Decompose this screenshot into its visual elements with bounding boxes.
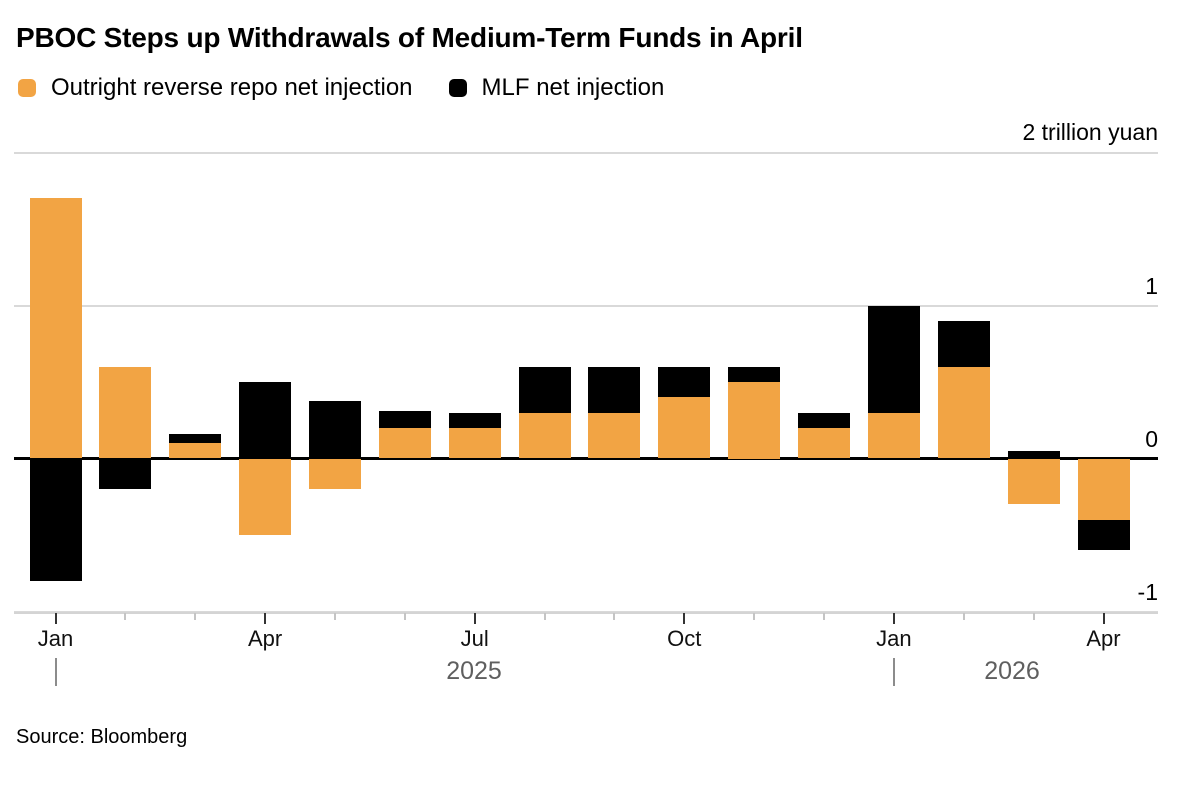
x-tick-major [683, 613, 686, 624]
x-axis-month-label: Apr [1086, 626, 1121, 651]
x-tick-major [264, 613, 267, 624]
x-tick-major [473, 613, 476, 624]
legend-label: Outright reverse repo net injection [51, 74, 413, 101]
bar-segment [518, 366, 571, 413]
bar-segment [588, 366, 641, 413]
x-axis-year-label: 2025 [446, 657, 502, 685]
x-tick-minor [1032, 613, 1035, 620]
x-tick-minor [124, 613, 127, 620]
x-tick-minor [753, 613, 756, 620]
bar-segment [99, 366, 152, 459]
bar-segment [937, 320, 990, 367]
x-tick-minor [962, 613, 965, 620]
x-axis-month-label: Jan [37, 626, 74, 651]
x-tick-major [1102, 613, 1105, 624]
bar-segment [1077, 458, 1130, 520]
x-axis-month-label: Apr [247, 626, 283, 651]
bar-segment [937, 366, 990, 459]
y-tick-label: 0 [1145, 425, 1158, 452]
year-separator [892, 658, 895, 686]
x-tick-major [54, 613, 57, 624]
bar-segment [448, 427, 501, 459]
bar-segment [728, 382, 781, 459]
bar-segment [867, 412, 920, 459]
y-axis-unit-label: 2 trillion yuan [1022, 119, 1158, 145]
bar-segment [798, 412, 851, 428]
bar-segment [239, 382, 292, 459]
chart-legend: Outright reverse repo net injection MLF … [18, 74, 700, 102]
bar-segment [169, 443, 222, 459]
x-axis-month-label: Jan [876, 626, 912, 651]
x-tick-minor [823, 613, 826, 620]
gridline-y-1 [14, 304, 1158, 307]
legend-item-outright-reverse-repo: Outright reverse repo net injection [18, 74, 413, 102]
gridline-y--1 [14, 610, 1158, 613]
orange-square-icon [18, 79, 36, 97]
bar-segment [1007, 458, 1060, 505]
bar-segment [29, 198, 82, 459]
x-tick-minor [543, 613, 546, 620]
x-axis-month-label: Jul [460, 626, 489, 651]
x-axis-line [14, 612, 1158, 614]
bar-segment [728, 366, 781, 382]
bar-segment [1077, 519, 1130, 551]
bar-segment [658, 366, 711, 398]
bar-segment [658, 397, 711, 459]
black-square-icon [448, 79, 467, 97]
x-tick-minor [403, 613, 406, 620]
source-credit: Source: Bloomberg [16, 726, 188, 748]
bar-segment [99, 458, 152, 490]
bar-segment [239, 458, 292, 535]
legend-label: MLF net injection [481, 74, 665, 101]
year-separator [54, 658, 57, 686]
x-tick-major [892, 613, 895, 624]
x-tick-minor [613, 613, 616, 620]
x-axis-year-label: 2026 [984, 657, 1040, 685]
bar-segment [308, 401, 361, 459]
bar-segment [518, 412, 571, 459]
bar-segment [798, 427, 851, 459]
x-axis-month-label: Oct [667, 626, 702, 651]
zero-baseline [14, 457, 1158, 460]
bar-segment [378, 427, 431, 459]
bar-segment [588, 412, 641, 459]
bar-segment [867, 305, 920, 413]
x-tick-minor [194, 613, 197, 620]
bar-segment [378, 411, 431, 428]
y-tick-label: 1 [1145, 272, 1158, 299]
chart-title: PBOC Steps up Withdrawals of Medium-Term… [16, 22, 803, 53]
bar-segment [448, 412, 501, 428]
y-tick-label: -1 [1137, 578, 1158, 605]
gridline-y-2 [14, 151, 1158, 154]
x-tick-minor [333, 613, 336, 620]
legend-item-mlf: MLF net injection [448, 74, 665, 102]
bar-segment [1007, 450, 1060, 459]
bar-segment [308, 458, 361, 490]
bar-segment [169, 434, 222, 444]
bar-segment [29, 458, 82, 581]
